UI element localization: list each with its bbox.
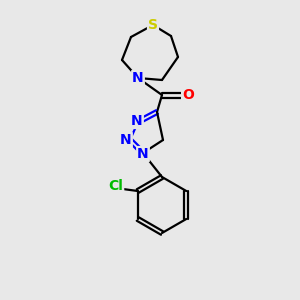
Text: N: N <box>131 114 143 128</box>
Text: Cl: Cl <box>108 179 123 193</box>
Text: N: N <box>132 71 144 85</box>
Text: N: N <box>120 133 132 147</box>
Text: S: S <box>148 18 158 32</box>
Text: N: N <box>137 147 149 161</box>
Text: O: O <box>182 88 194 102</box>
